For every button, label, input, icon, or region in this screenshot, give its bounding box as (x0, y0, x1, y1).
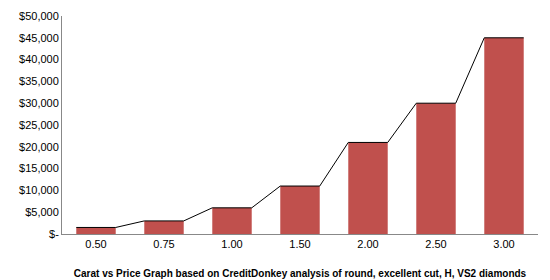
svg-text:Carat vs Price Graph based on: Carat vs Price Graph based on CreditDonk… (74, 268, 527, 279)
svg-text:$15,000: $15,000 (19, 162, 59, 174)
svg-text:$-: $- (49, 228, 59, 240)
svg-text:$25,000: $25,000 (19, 119, 59, 131)
svg-text:$40,000: $40,000 (19, 53, 59, 65)
svg-text:1.50: 1.50 (289, 238, 310, 250)
svg-text:$35,000: $35,000 (19, 75, 59, 87)
svg-text:3.00: 3.00 (493, 238, 514, 250)
svg-text:$50,000: $50,000 (19, 10, 59, 22)
svg-text:0.75: 0.75 (153, 238, 174, 250)
svg-text:$10,000: $10,000 (19, 184, 59, 196)
svg-text:$30,000: $30,000 (19, 97, 59, 109)
svg-text:$5,000: $5,000 (25, 206, 59, 218)
svg-text:$20,000: $20,000 (19, 141, 59, 153)
svg-text:0.50: 0.50 (85, 238, 106, 250)
svg-text:$45,000: $45,000 (19, 32, 59, 44)
svg-text:1.00: 1.00 (221, 238, 242, 250)
svg-text:2.00: 2.00 (357, 238, 378, 250)
svg-text:2.50: 2.50 (425, 238, 446, 250)
